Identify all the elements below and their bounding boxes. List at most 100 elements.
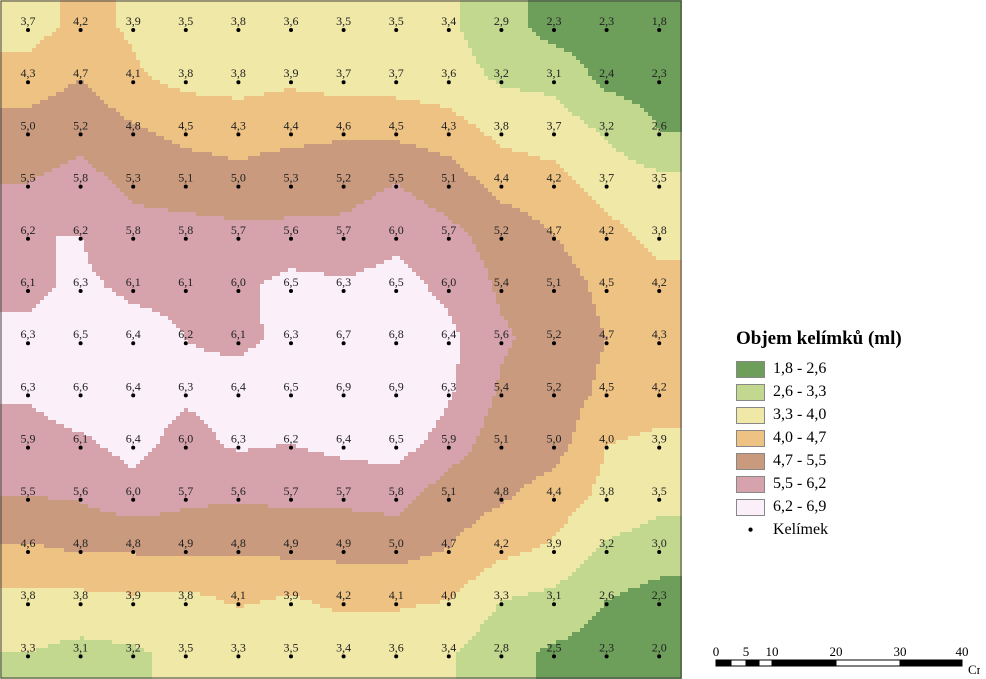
measurement-value: 4,4	[547, 484, 562, 498]
cup-point	[605, 446, 609, 450]
cup-point	[552, 654, 556, 658]
measurement-value: 2,3	[599, 640, 614, 654]
measurement-value: 3,7	[599, 171, 614, 185]
cup-point	[552, 341, 556, 345]
cup-point	[552, 132, 556, 136]
cup-point	[131, 185, 135, 189]
cup-point	[184, 185, 188, 189]
cup-point	[657, 498, 661, 502]
cup-point	[26, 341, 30, 345]
cup-point	[289, 132, 293, 136]
measurement-value: 3,8	[231, 14, 246, 28]
cup-point	[26, 132, 30, 136]
scale-tick-label: 20	[830, 644, 843, 659]
cup-point	[447, 393, 451, 397]
measurement-value: 3,4	[441, 14, 456, 28]
measurement-value: 1,8	[652, 14, 667, 28]
cup-point	[289, 289, 293, 293]
cup-point	[79, 550, 83, 554]
cup-point	[394, 28, 398, 32]
measurement-value: 6,2	[21, 223, 36, 237]
cup-point	[657, 237, 661, 241]
cup-point	[342, 80, 346, 84]
cup-point	[605, 602, 609, 606]
measurement-value: 6,4	[126, 379, 141, 393]
measurement-value: 6,5	[284, 379, 299, 393]
cup-point	[26, 654, 30, 658]
cup-point	[447, 446, 451, 450]
cup-point	[184, 654, 188, 658]
measurement-value: 3,6	[441, 66, 456, 80]
measurement-value: 3,1	[547, 66, 562, 80]
cup-point	[447, 654, 451, 658]
measurement-value: 3,9	[284, 588, 299, 602]
cup-point	[499, 498, 503, 502]
cup-point	[236, 28, 240, 32]
measurement-value: 3,6	[389, 640, 404, 654]
measurement-value: 3,5	[652, 484, 667, 498]
cup-point	[657, 80, 661, 84]
measurement-value: 3,5	[178, 640, 193, 654]
legend-class-label: 6,2 - 6,9	[773, 498, 826, 516]
cup-point	[605, 498, 609, 502]
cup-point	[552, 289, 556, 293]
measurement-value: 5,6	[494, 327, 509, 341]
measurement-value: 3,8	[178, 588, 193, 602]
cup-point	[184, 393, 188, 397]
measurement-value: 5,2	[494, 223, 509, 237]
scale-tick-label: 10	[766, 644, 779, 659]
cup-point	[26, 498, 30, 502]
cup-point	[79, 237, 83, 241]
cup-point	[552, 446, 556, 450]
cup-point	[26, 185, 30, 189]
cup-point	[657, 654, 661, 658]
legend-swatch	[736, 453, 765, 470]
measurement-value: 3,5	[389, 14, 404, 28]
cup-point	[131, 237, 135, 241]
measurement-value: 3,3	[21, 640, 36, 654]
measurement-value: 6,3	[21, 379, 36, 393]
measurement-value: 6,5	[389, 432, 404, 446]
legend-class-label: 4,7 - 5,5	[773, 452, 826, 470]
legend-class-label: 5,5 - 6,2	[773, 475, 826, 493]
cup-point	[184, 446, 188, 450]
measurement-value: 5,3	[284, 171, 299, 185]
cup-point	[657, 341, 661, 345]
cup-point	[394, 498, 398, 502]
scale-segment	[900, 660, 962, 666]
measurement-value: 6,1	[126, 275, 141, 289]
interpolated-volume-map: 3,7 4,2 3,9 3,5 3,8 3,6 3,5 3,5 3,4 2,9 2,3 2,3 1,84…	[0, 0, 682, 679]
measurement-value: 5,2	[73, 118, 88, 132]
cup-point	[236, 602, 240, 606]
cup-point	[499, 550, 503, 554]
cup-point	[657, 185, 661, 189]
measurement-value: 6,3	[231, 432, 246, 446]
legend: Objem kelímků (ml) 1,8 - 2,6 2,6 - 3,3 3,3…	[736, 328, 976, 542]
legend-swatch	[736, 407, 765, 424]
measurement-value: 3,5	[336, 14, 351, 28]
cup-point	[236, 446, 240, 450]
measurement-value: 4,3	[231, 118, 246, 132]
measurement-value: 3,8	[21, 588, 36, 602]
cup-point	[342, 602, 346, 606]
cup-point	[605, 132, 609, 136]
cup-point	[394, 393, 398, 397]
measurement-value: 4,9	[284, 536, 299, 550]
cup-point	[552, 498, 556, 502]
cup-point	[26, 80, 30, 84]
measurement-value: 3,2	[126, 640, 141, 654]
measurement-value: 4,2	[73, 14, 88, 28]
measurement-value: 3,5	[652, 171, 667, 185]
cup-point	[131, 654, 135, 658]
cup-point	[605, 289, 609, 293]
cup-point	[79, 654, 83, 658]
measurement-value: 3,8	[652, 223, 667, 237]
measurement-value: 2,9	[494, 14, 509, 28]
cup-point	[131, 341, 135, 345]
measurement-value: 5,7	[441, 223, 456, 237]
measurement-value: 6,0	[126, 484, 141, 498]
measurement-value: 6,6	[73, 379, 88, 393]
scale-tick-label: 40	[956, 644, 969, 659]
cup-point	[26, 393, 30, 397]
measurement-value: 6,1	[178, 275, 193, 289]
